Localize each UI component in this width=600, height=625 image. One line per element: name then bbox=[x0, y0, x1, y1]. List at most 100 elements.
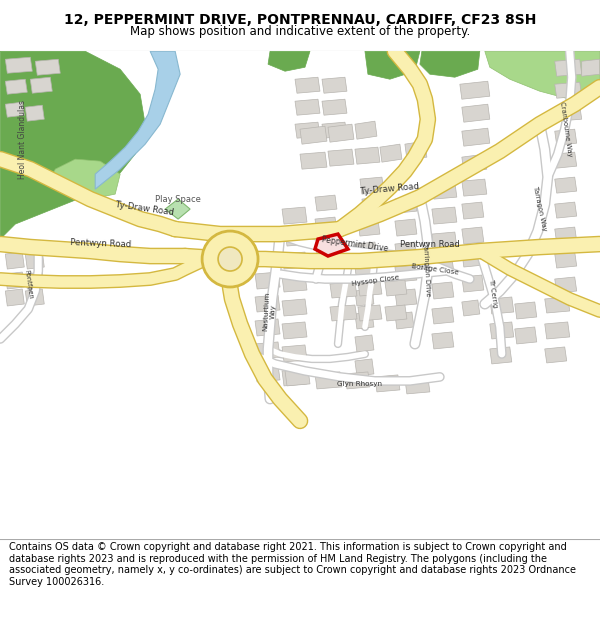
Polygon shape bbox=[285, 229, 310, 246]
Polygon shape bbox=[25, 252, 44, 269]
Polygon shape bbox=[355, 289, 374, 306]
Polygon shape bbox=[380, 144, 402, 162]
Polygon shape bbox=[358, 280, 382, 296]
Text: Cranbourne Way: Cranbourne Way bbox=[559, 101, 572, 157]
Text: Hyssop Close: Hyssop Close bbox=[350, 275, 399, 288]
Polygon shape bbox=[462, 104, 490, 122]
Polygon shape bbox=[282, 207, 307, 224]
Polygon shape bbox=[490, 322, 514, 339]
Polygon shape bbox=[25, 289, 44, 306]
Polygon shape bbox=[268, 51, 310, 71]
Polygon shape bbox=[405, 377, 430, 394]
Text: Borage Close: Borage Close bbox=[411, 262, 459, 276]
Text: Contains OS data © Crown copyright and database right 2021. This information is : Contains OS data © Crown copyright and d… bbox=[9, 542, 576, 587]
Polygon shape bbox=[432, 182, 457, 199]
Polygon shape bbox=[515, 327, 537, 344]
Polygon shape bbox=[432, 282, 454, 299]
Polygon shape bbox=[355, 242, 377, 259]
Polygon shape bbox=[490, 297, 514, 314]
Polygon shape bbox=[555, 105, 582, 121]
Polygon shape bbox=[490, 347, 512, 364]
Text: Tarragon Way: Tarragon Way bbox=[532, 186, 547, 232]
Polygon shape bbox=[462, 300, 480, 316]
Polygon shape bbox=[300, 126, 327, 144]
Polygon shape bbox=[355, 147, 380, 164]
Polygon shape bbox=[255, 342, 280, 359]
Polygon shape bbox=[355, 335, 374, 352]
Polygon shape bbox=[462, 275, 484, 292]
Polygon shape bbox=[282, 252, 307, 269]
Polygon shape bbox=[5, 79, 27, 94]
Text: Pontfaen: Pontfaen bbox=[23, 269, 34, 299]
Polygon shape bbox=[25, 105, 44, 121]
Polygon shape bbox=[322, 99, 347, 115]
Polygon shape bbox=[462, 227, 484, 244]
Text: Ty-Draw Road: Ty-Draw Road bbox=[360, 182, 419, 196]
Text: Heol Nant Glandulas: Heol Nant Glandulas bbox=[18, 99, 27, 179]
Polygon shape bbox=[315, 234, 348, 256]
Polygon shape bbox=[555, 227, 577, 243]
Text: Map shows position and indicative extent of the property.: Map shows position and indicative extent… bbox=[130, 26, 470, 39]
Text: Darrington Drive: Darrington Drive bbox=[422, 241, 431, 297]
Polygon shape bbox=[25, 272, 44, 289]
Polygon shape bbox=[282, 299, 307, 316]
Text: Nasturtium
Way: Nasturtium Way bbox=[263, 291, 278, 331]
Polygon shape bbox=[395, 219, 417, 236]
Polygon shape bbox=[395, 242, 417, 259]
Polygon shape bbox=[315, 217, 337, 233]
Polygon shape bbox=[255, 319, 280, 336]
Polygon shape bbox=[385, 305, 407, 321]
Polygon shape bbox=[395, 312, 414, 329]
Polygon shape bbox=[5, 102, 24, 117]
Polygon shape bbox=[315, 372, 342, 389]
Polygon shape bbox=[355, 265, 374, 282]
Polygon shape bbox=[282, 322, 307, 339]
Polygon shape bbox=[405, 141, 427, 159]
Polygon shape bbox=[330, 282, 357, 298]
Polygon shape bbox=[462, 154, 487, 172]
Polygon shape bbox=[362, 197, 384, 214]
Polygon shape bbox=[315, 239, 335, 255]
Polygon shape bbox=[285, 369, 310, 386]
Polygon shape bbox=[385, 280, 407, 296]
Polygon shape bbox=[358, 219, 380, 236]
Polygon shape bbox=[355, 359, 374, 376]
Polygon shape bbox=[50, 159, 120, 199]
Polygon shape bbox=[462, 128, 490, 146]
Polygon shape bbox=[462, 179, 487, 196]
Polygon shape bbox=[545, 347, 567, 363]
Polygon shape bbox=[555, 252, 577, 268]
Polygon shape bbox=[30, 78, 52, 93]
Polygon shape bbox=[545, 297, 570, 313]
Text: Pentwyn Road: Pentwyn Road bbox=[70, 239, 131, 249]
Polygon shape bbox=[5, 289, 24, 306]
Polygon shape bbox=[255, 272, 280, 289]
Polygon shape bbox=[555, 177, 577, 193]
Polygon shape bbox=[555, 59, 582, 76]
Polygon shape bbox=[460, 81, 490, 99]
Polygon shape bbox=[555, 82, 582, 98]
Polygon shape bbox=[1, 51, 145, 239]
Polygon shape bbox=[555, 152, 577, 168]
Polygon shape bbox=[432, 332, 454, 349]
Circle shape bbox=[218, 247, 242, 271]
Polygon shape bbox=[165, 199, 190, 219]
Polygon shape bbox=[345, 372, 370, 389]
Polygon shape bbox=[358, 305, 382, 321]
Polygon shape bbox=[432, 207, 457, 224]
Polygon shape bbox=[322, 122, 347, 138]
Polygon shape bbox=[328, 124, 354, 142]
Polygon shape bbox=[295, 122, 320, 138]
Polygon shape bbox=[35, 59, 60, 75]
Text: Glyn Rhosyn: Glyn Rhosyn bbox=[337, 381, 382, 387]
Polygon shape bbox=[355, 121, 377, 139]
Polygon shape bbox=[5, 58, 32, 73]
Text: Peppermint Drive: Peppermint Drive bbox=[321, 235, 389, 253]
Polygon shape bbox=[282, 275, 307, 292]
Polygon shape bbox=[462, 250, 484, 267]
Text: Ty-Draw Road: Ty-Draw Road bbox=[115, 201, 175, 217]
Polygon shape bbox=[360, 177, 384, 194]
Polygon shape bbox=[420, 51, 480, 78]
Polygon shape bbox=[328, 149, 354, 166]
Polygon shape bbox=[485, 51, 599, 99]
